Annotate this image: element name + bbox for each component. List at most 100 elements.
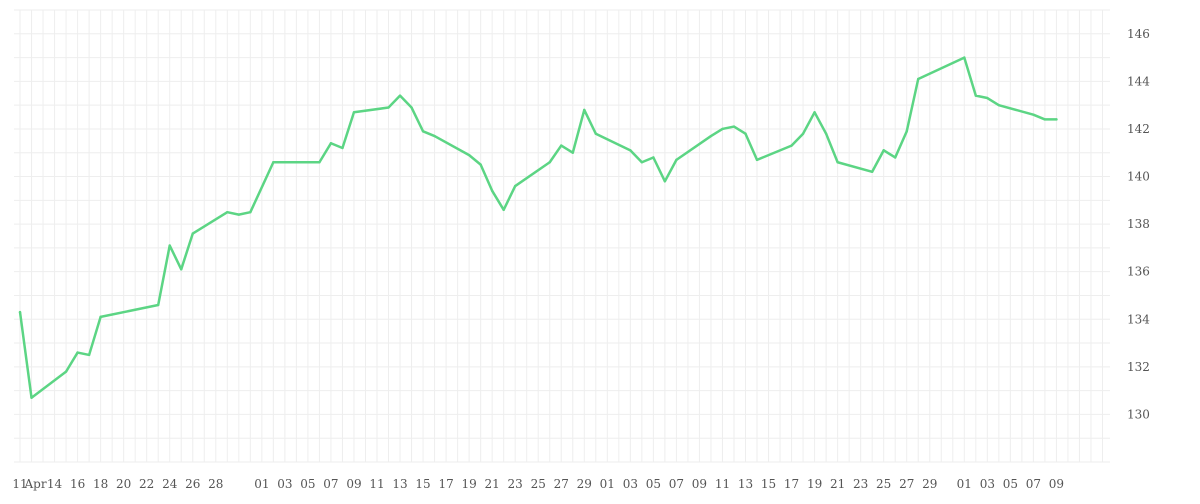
x-tick-label: 07 (323, 477, 338, 491)
data-point (801, 132, 805, 135)
x-tick-label: 28 (208, 477, 223, 491)
x-tick-label: 27 (899, 477, 914, 491)
data-point (30, 396, 33, 399)
data-point (583, 108, 586, 112)
data-point (882, 149, 885, 152)
data-point (341, 146, 344, 150)
data-point (1055, 118, 1058, 121)
data-point (974, 94, 978, 97)
data-point (548, 161, 551, 164)
x-tick-label: 17 (784, 477, 799, 491)
data-point (99, 315, 102, 319)
x-tick-label: 22 (139, 477, 154, 491)
data-point (560, 144, 563, 147)
data-point (410, 106, 413, 109)
data-point (249, 211, 252, 214)
data-point (191, 232, 194, 235)
data-point (790, 144, 793, 147)
x-tick-label: 24 (162, 477, 178, 491)
data-point (398, 94, 402, 97)
x-tick-label: 09 (346, 477, 361, 491)
x-tick-label: 09 (1049, 477, 1064, 491)
data-point (87, 353, 91, 357)
x-tick-label: 23 (853, 477, 868, 491)
x-tick-label: 03 (277, 477, 292, 491)
data-point (329, 142, 333, 145)
y-tick-label: 134 (1127, 312, 1150, 326)
y-tick-label: 138 (1127, 217, 1150, 231)
data-point (813, 111, 816, 114)
data-point (1043, 118, 1047, 121)
x-tick-label: 16 (70, 477, 85, 491)
grid (14, 9, 1110, 463)
x-tick-label: 05 (646, 477, 661, 491)
data-point (675, 158, 678, 162)
data-point (387, 106, 390, 109)
x-tick-label: 03 (980, 477, 995, 491)
data-point (352, 111, 356, 114)
x-tick-label: 21 (485, 477, 500, 491)
x-tick-label: 03 (623, 477, 638, 491)
data-point (663, 180, 667, 183)
data-point (272, 161, 275, 164)
series-line (18, 56, 1058, 400)
data-point (180, 268, 183, 271)
x-tick-label: 19 (461, 477, 476, 491)
x-tick-label: Apr (24, 477, 47, 491)
x-tick-label: 29 (577, 477, 592, 491)
x-tick-label: 15 (415, 477, 430, 491)
x-tick-label: 07 (669, 477, 684, 491)
x-tick-label: 27 (554, 477, 569, 491)
y-tick-label: 130 (1127, 407, 1150, 421)
x-tick-label: 17 (438, 477, 453, 491)
data-point (571, 151, 574, 154)
data-point (479, 163, 482, 166)
data-point (76, 351, 79, 354)
data-point (467, 153, 471, 157)
data-point (490, 189, 494, 192)
data-point (1032, 113, 1035, 116)
x-tick-label: 15 (761, 477, 776, 491)
data-point (744, 132, 747, 135)
data-point (721, 127, 724, 131)
data-point (629, 149, 632, 152)
x-tick-label: 05 (300, 477, 315, 491)
x-tick-label: 01 (957, 477, 972, 491)
x-tick-label: 01 (254, 477, 269, 491)
x-tick-label: 25 (531, 477, 546, 491)
y-tick-label: 144 (1127, 74, 1150, 88)
series-group (18, 56, 1058, 400)
y-tick-label: 140 (1127, 170, 1150, 184)
x-tick-label: 11 (369, 477, 384, 491)
data-point (997, 103, 1001, 107)
data-point (18, 310, 22, 314)
data-point (963, 56, 966, 59)
x-tick-label: 21 (830, 477, 845, 491)
data-point (732, 125, 736, 128)
data-point (502, 208, 505, 212)
x-tick-label: 18 (93, 477, 108, 491)
data-point (905, 130, 908, 133)
y-axis: 130 132 134 136 138 140 142 144 146 (1127, 27, 1150, 422)
x-tick-label: 13 (738, 477, 753, 491)
data-point (894, 156, 897, 159)
data-point (421, 130, 425, 133)
data-point (594, 132, 597, 135)
x-tick-label: 13 (392, 477, 407, 491)
x-tick-label: 20 (116, 477, 131, 491)
y-tick-label: 132 (1127, 360, 1150, 374)
x-tick-label: 19 (807, 477, 822, 491)
y-tick-label: 136 (1127, 265, 1150, 279)
x-tick-label: 09 (692, 477, 707, 491)
x-tick-label: 25 (876, 477, 891, 491)
x-tick-label: 26 (185, 477, 200, 491)
y-tick-label: 146 (1127, 27, 1150, 41)
y-tick-label: 142 (1127, 122, 1150, 136)
x-tick-label: 29 (922, 477, 937, 491)
x-tick-label: 01 (600, 477, 615, 491)
data-point (652, 156, 655, 159)
data-point (226, 211, 229, 214)
